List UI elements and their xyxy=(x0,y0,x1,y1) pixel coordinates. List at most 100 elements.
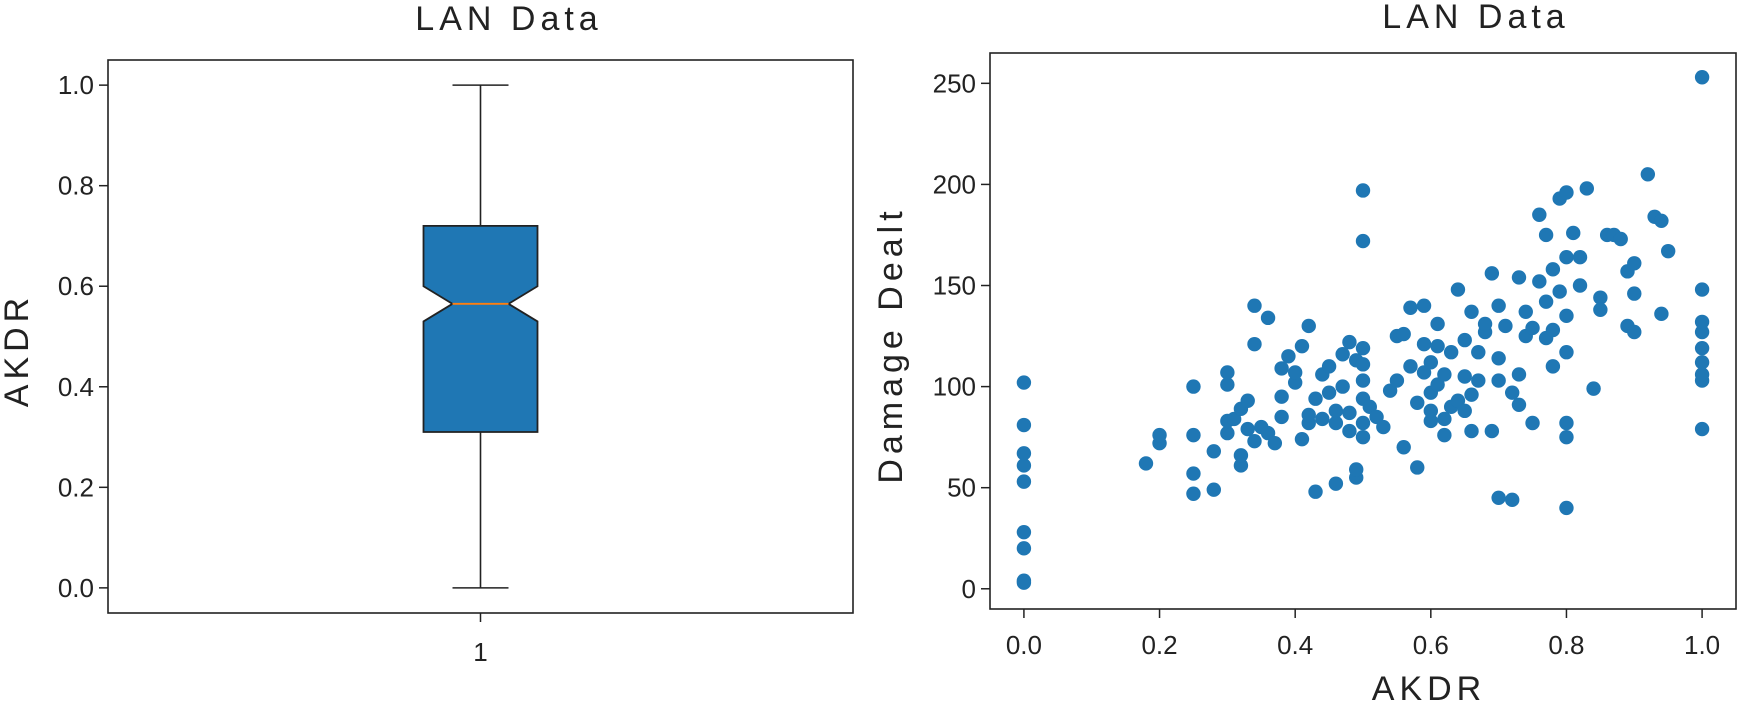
scatter-point xyxy=(1416,365,1432,380)
scatter-point xyxy=(1545,359,1561,374)
scatter-point xyxy=(1443,345,1459,360)
scatter-point xyxy=(1328,403,1344,419)
scatter-point xyxy=(1342,405,1357,421)
scatter-panel: LAN Data AKDR Damage Dealt 0 50 100 150 200 2… xyxy=(872,0,1737,705)
scatter-point xyxy=(1423,413,1439,429)
scatter-point xyxy=(1660,243,1676,259)
boxplot-y-tick-label: 0.2 xyxy=(58,472,94,502)
scatter-y-tick-label: 150 xyxy=(933,271,976,301)
scatter-point xyxy=(1206,482,1222,497)
scatter-point xyxy=(1538,227,1554,243)
scatter-y-tick-label: 250 xyxy=(933,68,976,98)
scatter-point xyxy=(1464,304,1479,319)
scatter-xlabel: AKDR xyxy=(1372,670,1486,705)
scatter-point xyxy=(1274,409,1289,425)
scatter-point xyxy=(1484,423,1500,439)
scatter-point xyxy=(1186,427,1201,443)
scatter-point xyxy=(1294,431,1310,447)
scatter-point xyxy=(1355,415,1371,431)
boxplot-y-ticks: 0.0 0.2 0.4 0.6 0.8 1.0 xyxy=(58,70,108,603)
scatter-x-tick-label: 0.6 xyxy=(1413,630,1449,660)
boxplot-y-tick-label: 0.8 xyxy=(58,171,94,201)
scatter-point xyxy=(1640,167,1656,182)
scatter-point xyxy=(1186,379,1201,394)
scatter-point xyxy=(1511,270,1527,285)
scatter-point xyxy=(1016,524,1032,540)
scatter-point xyxy=(1355,373,1371,388)
scatter-point xyxy=(1491,298,1506,313)
scatter-point xyxy=(1403,359,1418,374)
scatter-point xyxy=(1410,395,1425,410)
scatter-point xyxy=(1389,373,1405,388)
scatter-y-tick-label: 50 xyxy=(947,473,976,503)
scatter-point xyxy=(1315,411,1330,427)
scatter-point xyxy=(1321,359,1337,374)
scatter-point xyxy=(1403,300,1418,315)
scatter-point xyxy=(1138,456,1154,471)
scatter-point xyxy=(1016,541,1032,556)
scatter-point xyxy=(1505,492,1520,508)
scatter-title: LAN Data xyxy=(1382,0,1569,36)
scatter-point xyxy=(1226,411,1242,427)
scatter-point xyxy=(1355,183,1371,198)
boxplot-ylabel: AKDR xyxy=(0,293,36,407)
scatter-point xyxy=(1511,397,1527,412)
scatter-point xyxy=(1545,322,1561,338)
scatter-point xyxy=(1186,486,1201,501)
scatter-point xyxy=(1247,336,1262,352)
scatter-point xyxy=(1559,429,1574,445)
scatter-point xyxy=(1240,421,1255,437)
scatter-point xyxy=(1572,250,1588,265)
scatter-point xyxy=(1355,340,1371,356)
scatter-point xyxy=(1416,298,1432,313)
scatter-point xyxy=(1301,318,1316,334)
scatter-point xyxy=(1464,387,1479,402)
scatter-point xyxy=(1484,266,1500,281)
scatter-point xyxy=(1206,444,1222,459)
scatter-point xyxy=(1430,377,1445,392)
scatter-point xyxy=(1593,290,1608,305)
scatter-point xyxy=(1627,286,1642,301)
scatter-y-tick-label: 100 xyxy=(933,372,976,402)
scatter-point xyxy=(1396,326,1411,342)
scatter-point xyxy=(1450,393,1466,408)
scatter-point xyxy=(1260,425,1276,441)
scatter-y-tick-label: 0 xyxy=(962,574,976,604)
scatter-point xyxy=(1274,389,1289,404)
scatter-point xyxy=(1335,379,1350,394)
scatter-x-tick-label: 0.2 xyxy=(1141,630,1177,660)
scatter-point xyxy=(1430,316,1445,332)
scatter-point xyxy=(1247,298,1262,313)
scatter-x-tick-label: 0.8 xyxy=(1548,630,1584,660)
scatter-point xyxy=(1477,316,1493,332)
scatter-point xyxy=(1220,377,1235,392)
scatter-point xyxy=(1152,427,1167,443)
scatter-point xyxy=(1464,423,1479,439)
scatter-point xyxy=(1457,403,1472,419)
scatter-point xyxy=(1369,409,1384,425)
scatter-point xyxy=(1349,462,1364,477)
scatter-point xyxy=(1328,415,1344,431)
scatter-point xyxy=(1654,306,1669,322)
scatter-point xyxy=(1593,302,1608,317)
scatter-point xyxy=(1437,411,1452,427)
scatter-point xyxy=(1525,415,1540,431)
scatter-x-ticks: 0.0 0.2 0.4 0.6 0.8 1.0 xyxy=(1006,609,1720,660)
scatter-point xyxy=(1281,349,1296,364)
scatter-point xyxy=(1423,355,1439,370)
scatter-point xyxy=(1308,391,1323,406)
boxplot-panel: LAN Data AKDR 0.0 0.2 0.4 0.6 0.8 1.0 1 xyxy=(0,0,854,667)
scatter-point xyxy=(1545,262,1561,277)
scatter-points xyxy=(1016,70,1710,590)
scatter-point xyxy=(1566,225,1581,241)
scatter-point xyxy=(1016,417,1032,433)
scatter-y-tick-label: 200 xyxy=(933,169,976,199)
scatter-point xyxy=(1016,573,1032,588)
scatter-point xyxy=(1321,385,1337,400)
scatter-point xyxy=(1328,476,1344,491)
scatter-point xyxy=(1559,185,1574,200)
scatter-y-ticks: 0 50 100 150 200 250 xyxy=(933,68,990,604)
scatter-point xyxy=(1694,324,1710,340)
scatter-frame xyxy=(989,52,1737,610)
